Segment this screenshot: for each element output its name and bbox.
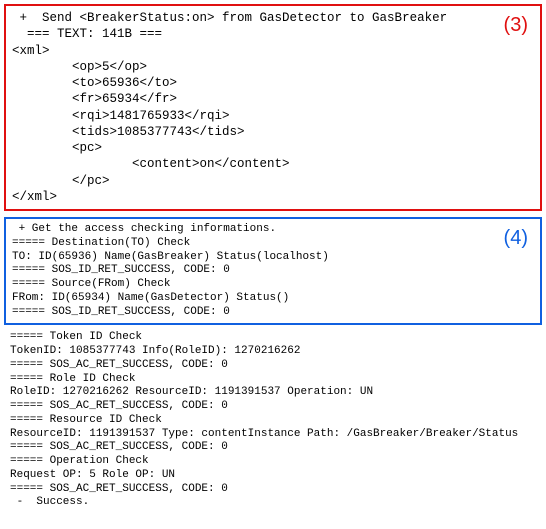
access-check-text: + Get the access checking informations. … [12, 223, 534, 319]
token-check-panel: ===== Token ID Check TokenID: 1085377743… [4, 331, 542, 510]
log-container: (3) + Send <BreakerStatus:on> from GasDe… [0, 0, 546, 522]
xml-send-panel: (3) + Send <BreakerStatus:on> from GasDe… [4, 4, 542, 211]
access-check-panel: (4) + Get the access checking informatio… [4, 217, 542, 325]
xml-send-text: + Send <BreakerStatus:on> from GasDetect… [12, 10, 534, 205]
token-check-text: ===== Token ID Check TokenID: 1085377743… [10, 331, 536, 510]
panel-label-3: (3) [504, 12, 528, 38]
panel-label-4: (4) [504, 225, 528, 251]
